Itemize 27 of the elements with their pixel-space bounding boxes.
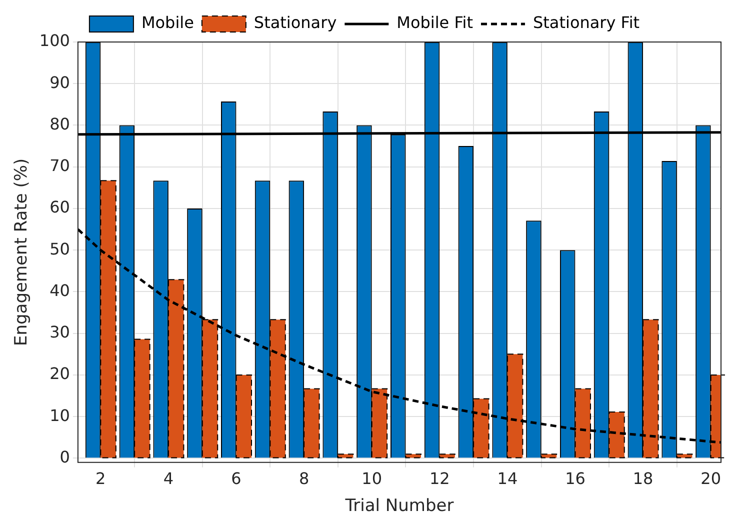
- x-tick-label: 10: [362, 469, 382, 488]
- legend-label: Mobile Fit: [396, 13, 473, 32]
- y-axis-title: Engagement Rate (%): [12, 158, 32, 346]
- x-tick-label: 16: [565, 469, 586, 488]
- y-tick-label: 10: [50, 406, 70, 425]
- y-tick-label: 0: [60, 447, 70, 466]
- y-tick-label: 70: [50, 156, 70, 176]
- x-tick-label: 14: [497, 469, 518, 488]
- y-tick-label: 60: [50, 198, 70, 217]
- y-tick-label: 100: [39, 31, 70, 50]
- x-tick-label: 18: [632, 469, 654, 488]
- x-tick-label: 20: [700, 469, 722, 488]
- legend-label: Stationary: [254, 13, 337, 32]
- x-tick-label: 4: [163, 469, 174, 488]
- y-tick-label: 40: [50, 280, 70, 300]
- x-tick-label: 2: [96, 469, 106, 488]
- legend-label: Mobile: [141, 13, 194, 32]
- x-tick-label: 8: [298, 469, 310, 488]
- y-tick-label: 30: [50, 322, 70, 342]
- y-tick-label: 80: [50, 114, 70, 134]
- y-tick-label: 50: [50, 239, 70, 258]
- legend-label: Stationary Fit: [532, 13, 640, 32]
- x-tick-label: 12: [429, 469, 450, 488]
- y-tick-label: 90: [50, 72, 70, 92]
- y-tick-label: 20: [50, 364, 70, 384]
- x-tick-label: 6: [231, 469, 242, 488]
- x-axis-title: Trial Number: [344, 496, 454, 516]
